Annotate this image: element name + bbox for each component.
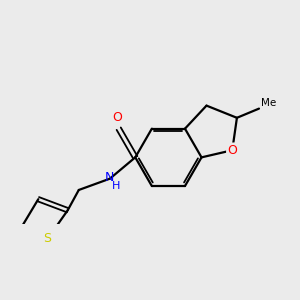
Text: S: S [44, 232, 52, 245]
Text: Me: Me [261, 98, 276, 107]
Text: O: O [112, 111, 122, 124]
Text: N: N [104, 171, 114, 184]
Text: H: H [112, 181, 121, 191]
Text: O: O [227, 144, 237, 157]
